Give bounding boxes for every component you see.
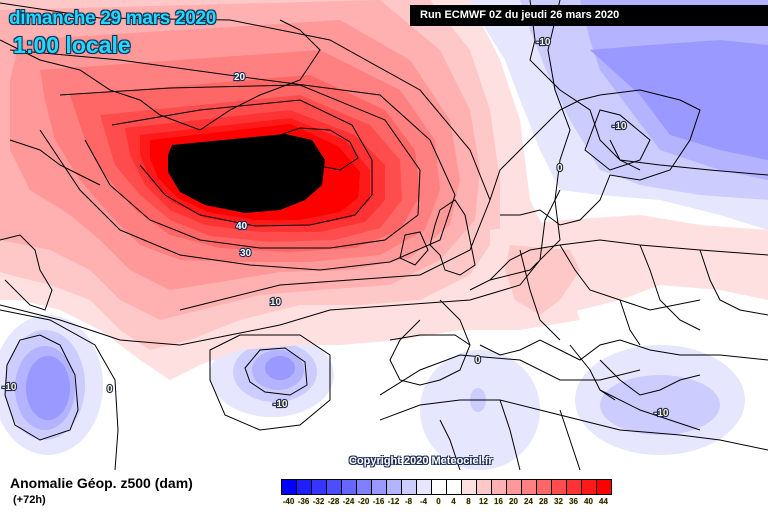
colorbar-tick-label: -36	[297, 497, 310, 506]
colorbar-tick-label: 4	[451, 497, 456, 506]
colorbar-tick-label: 44	[599, 497, 608, 506]
colorbar-tick-label: 20	[509, 497, 518, 506]
colorbar-cell	[342, 480, 357, 494]
colorbar-cell	[597, 480, 611, 494]
colorbar-cell	[537, 480, 552, 494]
colorbar-cell	[432, 480, 447, 494]
coastlines	[0, 19, 768, 470]
colorbar-tick-label: 0	[436, 497, 441, 506]
colorbar-tick-label: -28	[327, 497, 340, 506]
contour-label-minus10-greece: -10	[654, 408, 669, 419]
colorbar-ticks: -40 -36 -32 -28 -24 -20 -16 -12 -8 -4 0 4 8 12 16 20 24 2…	[281, 497, 621, 509]
colorbar-cell	[387, 480, 402, 494]
contour-label-0-norway: 0	[557, 163, 563, 174]
colorbar-tick-label: -40	[282, 497, 295, 506]
contour-label-40: 40	[236, 221, 248, 232]
contour-label-minus10-finland: -10	[612, 121, 627, 132]
copyright-notice: Copyright 2020 Meteociel.fr	[349, 455, 493, 467]
colorbar	[281, 479, 612, 495]
contour-label-minus10-atlantic: -10	[273, 399, 288, 410]
colorbar-cell	[567, 480, 582, 494]
colorbar-cell	[522, 480, 537, 494]
colorbar-tick-label: -4	[419, 497, 428, 506]
colorbar-cell	[477, 480, 492, 494]
legend-footer: Anomalie Géop. z500 (dam) (+72h) -40 -36-…	[0, 470, 768, 512]
colorbar-cell	[402, 480, 417, 494]
colorbar-cell	[357, 480, 372, 494]
legend-subtitle: (+72h)	[13, 494, 46, 506]
colorbar-cell	[492, 480, 507, 494]
colorbar-cell	[552, 480, 567, 494]
colorbar-cell	[312, 480, 327, 494]
contour-label-10: 10	[270, 297, 282, 308]
colorbar-tick-label: -20	[357, 497, 370, 506]
colorbar-tick-label: -8	[404, 497, 413, 506]
positive-anomaly-europe	[490, 215, 768, 320]
colorbar-cell	[297, 480, 312, 494]
contour-label-0-west: 0	[107, 384, 113, 395]
contour-label-minus10-west: -10	[2, 382, 17, 393]
colorbar-cell	[327, 480, 342, 494]
forecast-time: 1:00 locale	[13, 32, 131, 58]
colorbar-tick-label: 40	[584, 497, 593, 506]
colorbar-tick-label: -16	[372, 497, 385, 506]
colorbar-cell	[447, 480, 462, 494]
colorbar-tick-label: -12	[387, 497, 400, 506]
contour-labels: 20 40 30 10 -10 -10 0 -10 0 -10 0 -10	[1, 36, 670, 420]
contour-label-0-med: 0	[475, 355, 481, 366]
colorbar-cell	[507, 480, 522, 494]
model-run-banner: Run ECMWF 0Z du jeudi 26 mars 2020	[410, 5, 768, 26]
colorbar-tick-label: 16	[494, 497, 503, 506]
colorbar-tick-label: 32	[554, 497, 563, 506]
colorbar-tick-label: 12	[479, 497, 488, 506]
colorbar-cell	[582, 480, 597, 494]
colorbar-tick-label: 36	[569, 497, 578, 506]
negative-anomaly-atlantic	[0, 315, 334, 455]
colorbar-tick-label: 8	[466, 497, 471, 506]
contour-label-20: 20	[234, 72, 246, 83]
legend-title: Anomalie Géop. z500 (dam)	[10, 475, 193, 491]
colorbar-tick-label: 24	[524, 497, 533, 506]
colorbar-tick-label: 28	[539, 497, 548, 506]
forecast-date: dimanche 29 mars 2020	[9, 8, 217, 29]
contour-label-30: 30	[240, 248, 252, 259]
colorbar-cell	[417, 480, 432, 494]
colorbar-tick-label: -24	[342, 497, 355, 506]
contour-label-minus10-ne: -10	[536, 37, 551, 48]
contour-lines	[0, 0, 768, 470]
colorbar-cell	[372, 480, 387, 494]
colorbar-cell	[282, 480, 297, 494]
anomaly-map: 20 40 30 10 -10 -10 0 -10 0 -10 0 -10	[0, 0, 768, 470]
positive-anomaly-iceland	[0, 0, 580, 380]
colorbar-tick-label: -32	[312, 497, 325, 506]
colorbar-cell	[462, 480, 477, 494]
